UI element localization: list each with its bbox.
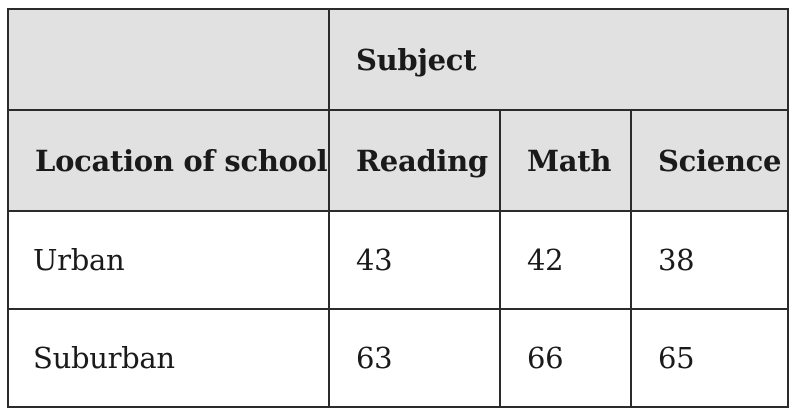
data-table: Subject Location of school Reading Math … — [7, 8, 790, 408]
column-header-reading: Reading — [328, 109, 501, 212]
column-header-math: Math — [499, 109, 632, 212]
table-cell-reading: 63 — [328, 308, 501, 408]
row-label-cell: Urban — [7, 210, 330, 310]
column-header-location: Location of school — [7, 109, 330, 212]
table-cell-math: 42 — [499, 210, 632, 310]
subject-group-header: Subject — [327, 8, 790, 111]
column-header-science: Science — [629, 109, 790, 212]
table-row: Suburban 63 66 65 — [7, 308, 790, 408]
row-label-cell: Suburban — [7, 308, 330, 408]
empty-corner-cell — [7, 8, 330, 111]
table-cell-science: 65 — [629, 308, 790, 408]
table-row: Urban 43 42 38 — [7, 210, 790, 310]
table-cell-science: 38 — [629, 210, 790, 310]
table-cell-math: 66 — [499, 308, 632, 408]
table-cell-reading: 43 — [328, 210, 501, 310]
header-row-group: Subject — [7, 8, 790, 111]
header-row-columns: Location of school Reading Math Science — [7, 109, 790, 212]
